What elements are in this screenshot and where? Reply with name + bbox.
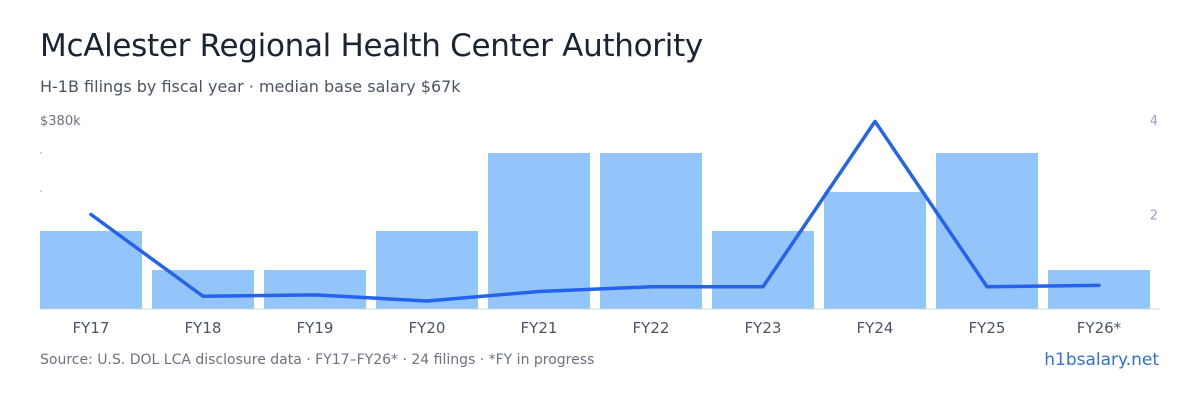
bar-fy21[interactable]	[488, 153, 590, 309]
bar-fy19[interactable]	[264, 270, 366, 309]
x-tick-label: FY20	[409, 319, 446, 337]
bar-fy24[interactable]	[824, 192, 926, 309]
line-layer	[89, 119, 1101, 303]
bar-fy20[interactable]	[376, 231, 478, 309]
x-tick-label: FY19	[297, 319, 334, 337]
bar-fy26star[interactable]	[1048, 270, 1150, 309]
left-axis-tick-dot	[40, 190, 42, 192]
line-point-fy18[interactable]	[202, 295, 204, 298]
line-point-fy24[interactable]	[874, 120, 876, 123]
x-tick-label: FY23	[745, 319, 782, 337]
line-point-fy20[interactable]	[426, 299, 428, 302]
line-point-fy25[interactable]	[986, 285, 988, 288]
bar-fy22[interactable]	[600, 153, 702, 309]
x-tick-label: FY22	[633, 319, 670, 337]
line-point-fy26star[interactable]	[1098, 284, 1100, 287]
labels-layer: FY17 FY18 FY19 FY20 FY21 FY22 FY23 FY24 FY25 FY26…	[73, 114, 1158, 337]
footer-source: Source: U.S. DOL LCA disclosure data · F…	[40, 352, 595, 368]
line-point-fy19[interactable]	[314, 293, 316, 296]
salary-line	[89, 119, 1101, 303]
right-axis-tick-label: 4	[1150, 114, 1158, 129]
chart-title: McAlester Regional Health Center Authori…	[40, 28, 703, 64]
bar-fy25[interactable]	[936, 153, 1038, 309]
bar-fy17[interactable]	[40, 231, 142, 309]
right-axis-tick-label: 2	[1150, 209, 1158, 224]
x-tick-label: FY24	[857, 319, 894, 337]
x-tick-label: FY17	[73, 319, 110, 337]
bar-fy23[interactable]	[712, 231, 814, 309]
line-point-fy23[interactable]	[762, 285, 764, 288]
line-point-fy21[interactable]	[538, 290, 540, 293]
x-tick-label: FY21	[521, 319, 558, 337]
chart-subtitle: H-1B filings by fiscal year · median bas…	[40, 77, 461, 96]
x-tick-label: FY18	[185, 319, 222, 337]
line-point-fy17[interactable]	[90, 213, 92, 216]
bars-layer	[40, 153, 1150, 309]
line-point-fy22[interactable]	[650, 285, 652, 288]
left-axis-tick-dot	[40, 152, 42, 154]
brand-link[interactable]: h1bsalary.net	[1044, 350, 1159, 370]
x-tick-label: FY26*	[1077, 319, 1122, 337]
left-axis-tick-label: $380k	[40, 114, 81, 129]
bar-fy18[interactable]	[152, 270, 254, 309]
x-tick-label: FY25	[969, 319, 1006, 337]
